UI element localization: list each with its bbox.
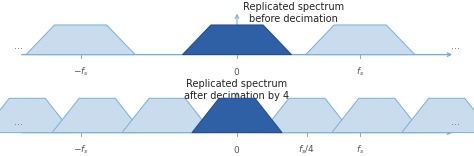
Text: $-f_s$: $-f_s$ [73, 144, 89, 156]
Text: $f_s/4$: $f_s/4$ [299, 144, 315, 156]
Text: $0$: $0$ [233, 66, 241, 77]
Text: $0$: $0$ [233, 144, 241, 155]
Text: $f_s$: $f_s$ [356, 144, 365, 156]
Text: Replicated spectrum
after decimation by 4: Replicated spectrum after decimation by … [184, 79, 290, 101]
Text: $f_s$: $f_s$ [356, 66, 365, 78]
Text: Replicated spectrum
before decimation: Replicated spectrum before decimation [243, 2, 345, 24]
Polygon shape [26, 25, 135, 55]
Polygon shape [182, 25, 292, 55]
Polygon shape [122, 98, 212, 133]
Polygon shape [306, 25, 415, 55]
Polygon shape [332, 98, 422, 133]
Text: ...: ... [451, 41, 459, 51]
Text: ...: ... [15, 41, 23, 51]
Text: ...: ... [451, 117, 459, 127]
Polygon shape [0, 98, 72, 133]
Text: $-f_s$: $-f_s$ [73, 66, 89, 78]
Polygon shape [192, 98, 282, 133]
Polygon shape [52, 98, 142, 133]
Text: ...: ... [15, 117, 23, 127]
Polygon shape [262, 98, 352, 133]
Polygon shape [402, 98, 474, 133]
